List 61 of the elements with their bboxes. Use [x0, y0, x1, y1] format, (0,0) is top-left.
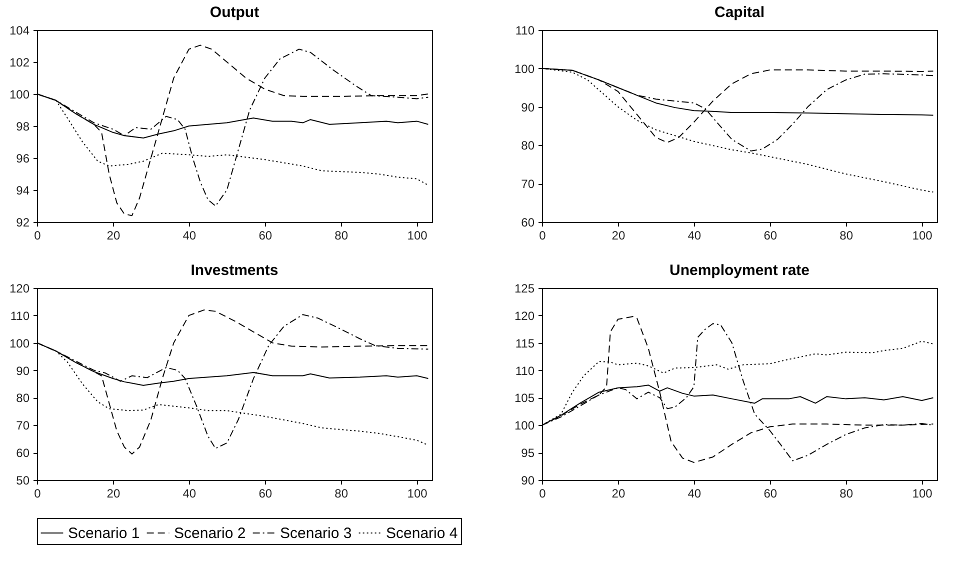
legend-label: Scenario 1 — [68, 525, 140, 542]
y-tick-label: 92 — [16, 216, 30, 230]
y-tick-label: 110 — [515, 364, 535, 378]
y-tick-label: 96 — [16, 152, 30, 166]
x-tick-label: 20 — [106, 228, 120, 242]
x-tick-label: 100 — [407, 486, 428, 500]
x-tick-label: 100 — [407, 228, 428, 242]
x-tick-label: 20 — [612, 486, 626, 500]
y-tick-label: 80 — [16, 391, 30, 406]
y-tick-label: 102 — [9, 56, 30, 70]
x-tick-label: 80 — [334, 486, 348, 500]
y-tick-label: 90 — [16, 364, 30, 378]
y-tick-label: 120 — [514, 308, 535, 323]
chart-title: Unemployment rate — [669, 262, 810, 279]
y-tick-label: 94 — [16, 184, 30, 198]
x-tick-label: 40 — [688, 486, 702, 500]
x-tick-label: 60 — [764, 486, 778, 500]
x-tick-label: 0 — [34, 486, 42, 500]
x-tick-label: 0 — [34, 228, 42, 242]
y-tick-label: 104 — [9, 24, 30, 38]
y-tick-label: 100 — [514, 62, 535, 76]
x-tick-label: 0 — [539, 486, 546, 500]
x-tick-label: 80 — [334, 228, 348, 242]
x-tick-label: 100 — [912, 486, 933, 500]
legend-label: Scenario 2 — [174, 525, 246, 542]
y-tick-label: 100 — [9, 336, 30, 350]
x-tick-label: 60 — [258, 228, 272, 242]
chart-title: Capital — [714, 4, 765, 21]
x-tick-label: 40 — [182, 228, 196, 242]
y-tick-label: 125 — [514, 282, 535, 296]
y-tick-label: 100 — [9, 88, 30, 102]
y-tick-label: 115 — [515, 336, 535, 350]
x-tick-label: 20 — [106, 486, 120, 500]
x-tick-label: 40 — [182, 486, 196, 500]
y-tick-label: 60 — [16, 446, 30, 460]
y-tick-label: 70 — [521, 177, 535, 192]
x-tick-label: 60 — [258, 486, 272, 500]
x-tick-label: 80 — [840, 486, 854, 500]
y-tick-label: 110 — [515, 24, 535, 38]
y-tick-label: 60 — [521, 216, 535, 230]
y-tick-label: 120 — [9, 282, 30, 296]
chart-title: Output — [210, 4, 260, 21]
x-tick-label: 80 — [840, 228, 854, 242]
x-tick-label: 100 — [912, 228, 933, 242]
x-tick-label: 20 — [612, 228, 626, 242]
x-tick-label: 40 — [688, 228, 702, 242]
y-tick-label: 95 — [521, 446, 535, 460]
y-tick-label: 105 — [514, 391, 535, 406]
y-tick-label: 90 — [521, 100, 535, 114]
legend-label: Scenario 4 — [386, 525, 458, 542]
chart-title: Investments — [190, 262, 278, 279]
y-tick-label: 70 — [16, 418, 30, 433]
y-tick-label: 110 — [10, 308, 30, 323]
y-tick-label: 90 — [521, 474, 535, 488]
y-tick-label: 100 — [514, 418, 535, 433]
x-tick-label: 0 — [539, 228, 546, 242]
x-tick-label: 60 — [764, 228, 778, 242]
y-tick-label: 50 — [16, 474, 30, 488]
y-tick-label: 80 — [521, 138, 535, 153]
y-tick-label: 98 — [16, 120, 30, 134]
legend-label: Scenario 3 — [280, 525, 352, 542]
